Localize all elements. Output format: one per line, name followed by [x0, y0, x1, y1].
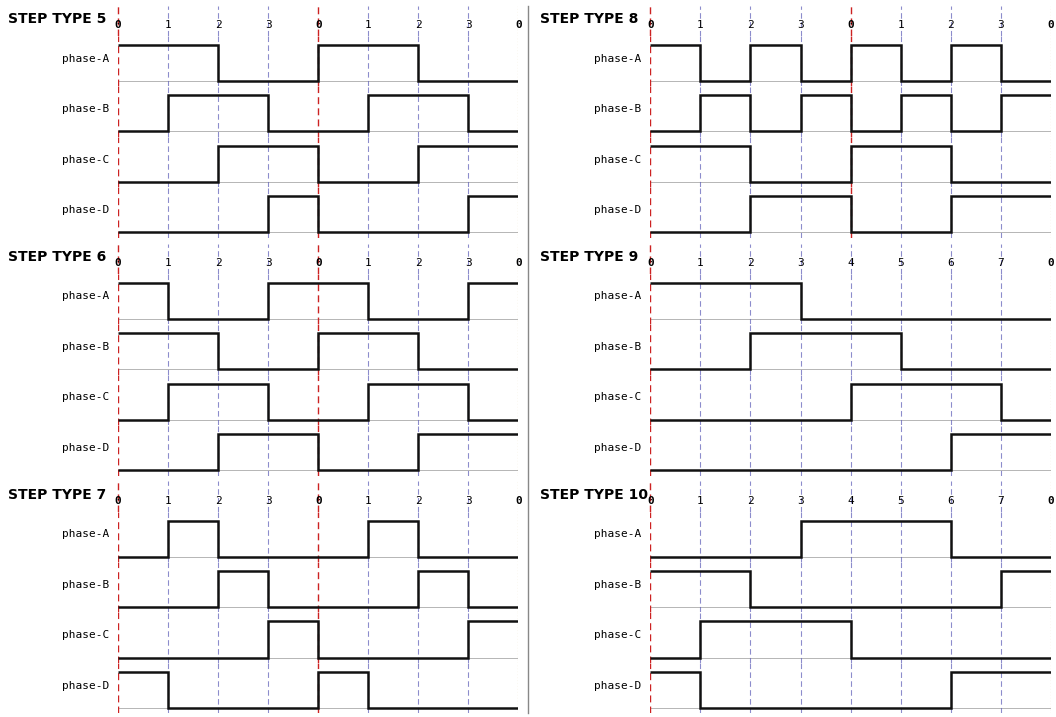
Text: 3: 3 — [265, 258, 271, 268]
Text: 2: 2 — [747, 496, 754, 506]
Text: 3: 3 — [797, 20, 804, 30]
Text: phase-B: phase-B — [62, 580, 109, 589]
Text: 1: 1 — [165, 496, 172, 506]
Text: 3: 3 — [265, 20, 271, 30]
Text: phase-A: phase-A — [595, 291, 641, 301]
Text: 1: 1 — [697, 20, 704, 30]
Text: phase-B: phase-B — [62, 342, 109, 352]
Text: 1: 1 — [898, 20, 904, 30]
Text: 7: 7 — [997, 496, 1004, 506]
Text: phase-A: phase-A — [62, 529, 109, 539]
Text: phase-B: phase-B — [595, 342, 641, 352]
Text: STEP TYPE 6: STEP TYPE 6 — [7, 250, 106, 264]
Text: 2: 2 — [214, 20, 222, 30]
Text: 3: 3 — [465, 258, 472, 268]
Text: phase-D: phase-D — [62, 205, 109, 215]
Text: 4: 4 — [847, 258, 854, 268]
Text: phase-C: phase-C — [62, 630, 109, 640]
Text: 0: 0 — [647, 496, 654, 506]
Text: 0: 0 — [115, 496, 121, 506]
Text: 3: 3 — [797, 258, 804, 268]
Text: phase-D: phase-D — [62, 680, 109, 690]
Text: 5: 5 — [898, 258, 904, 268]
Text: 1: 1 — [365, 496, 372, 506]
Text: 0: 0 — [115, 20, 121, 30]
Text: 3: 3 — [997, 20, 1004, 30]
Text: 2: 2 — [747, 258, 754, 268]
Text: 1: 1 — [165, 20, 172, 30]
Text: 3: 3 — [265, 496, 271, 506]
Text: 0: 0 — [1048, 20, 1054, 30]
Text: STEP TYPE 5: STEP TYPE 5 — [7, 12, 107, 27]
Text: 5: 5 — [898, 496, 904, 506]
Text: 3: 3 — [465, 20, 472, 30]
Text: 6: 6 — [947, 258, 954, 268]
Text: 2: 2 — [415, 20, 421, 30]
Text: 7: 7 — [997, 258, 1004, 268]
Text: 3: 3 — [797, 496, 804, 506]
Text: phase-A: phase-A — [595, 54, 641, 64]
Text: 2: 2 — [214, 258, 222, 268]
Text: 0: 0 — [1048, 258, 1054, 268]
Text: phase-A: phase-A — [62, 54, 109, 64]
Text: 2: 2 — [947, 20, 954, 30]
Text: phase-C: phase-C — [595, 392, 641, 402]
Text: 0: 0 — [115, 258, 121, 268]
Text: 2: 2 — [415, 258, 421, 268]
Text: 6: 6 — [947, 496, 954, 506]
Text: 2: 2 — [214, 496, 222, 506]
Text: 0: 0 — [315, 258, 322, 268]
Text: STEP TYPE 8: STEP TYPE 8 — [540, 12, 639, 27]
Text: 1: 1 — [697, 496, 704, 506]
Text: phase-B: phase-B — [595, 580, 641, 589]
Text: 3: 3 — [465, 496, 472, 506]
Text: 0: 0 — [515, 496, 522, 506]
Text: 4: 4 — [847, 496, 854, 506]
Text: phase-D: phase-D — [62, 443, 109, 453]
Text: STEP TYPE 9: STEP TYPE 9 — [540, 250, 638, 264]
Text: 1: 1 — [697, 258, 704, 268]
Text: 0: 0 — [315, 496, 322, 506]
Text: 0: 0 — [647, 258, 654, 268]
Text: phase-B: phase-B — [62, 104, 109, 114]
Text: STEP TYPE 10: STEP TYPE 10 — [540, 488, 648, 502]
Text: phase-A: phase-A — [595, 529, 641, 539]
Text: phase-C: phase-C — [62, 392, 109, 402]
Text: 0: 0 — [315, 20, 322, 30]
Text: phase-D: phase-D — [595, 205, 641, 215]
Text: phase-D: phase-D — [595, 680, 641, 690]
Text: phase-B: phase-B — [595, 104, 641, 114]
Text: 2: 2 — [415, 496, 421, 506]
Text: 0: 0 — [647, 20, 654, 30]
Text: STEP TYPE 7: STEP TYPE 7 — [7, 488, 106, 502]
Text: phase-D: phase-D — [595, 443, 641, 453]
Text: 2: 2 — [747, 20, 754, 30]
Text: phase-A: phase-A — [62, 291, 109, 301]
Text: 1: 1 — [165, 258, 172, 268]
Text: 1: 1 — [365, 258, 372, 268]
Text: 0: 0 — [1048, 496, 1054, 506]
Text: 0: 0 — [847, 20, 854, 30]
Text: phase-C: phase-C — [62, 155, 109, 165]
Text: phase-C: phase-C — [595, 155, 641, 165]
Text: 0: 0 — [515, 20, 522, 30]
Text: phase-C: phase-C — [595, 630, 641, 640]
Text: 0: 0 — [515, 258, 522, 268]
Text: 1: 1 — [365, 20, 372, 30]
